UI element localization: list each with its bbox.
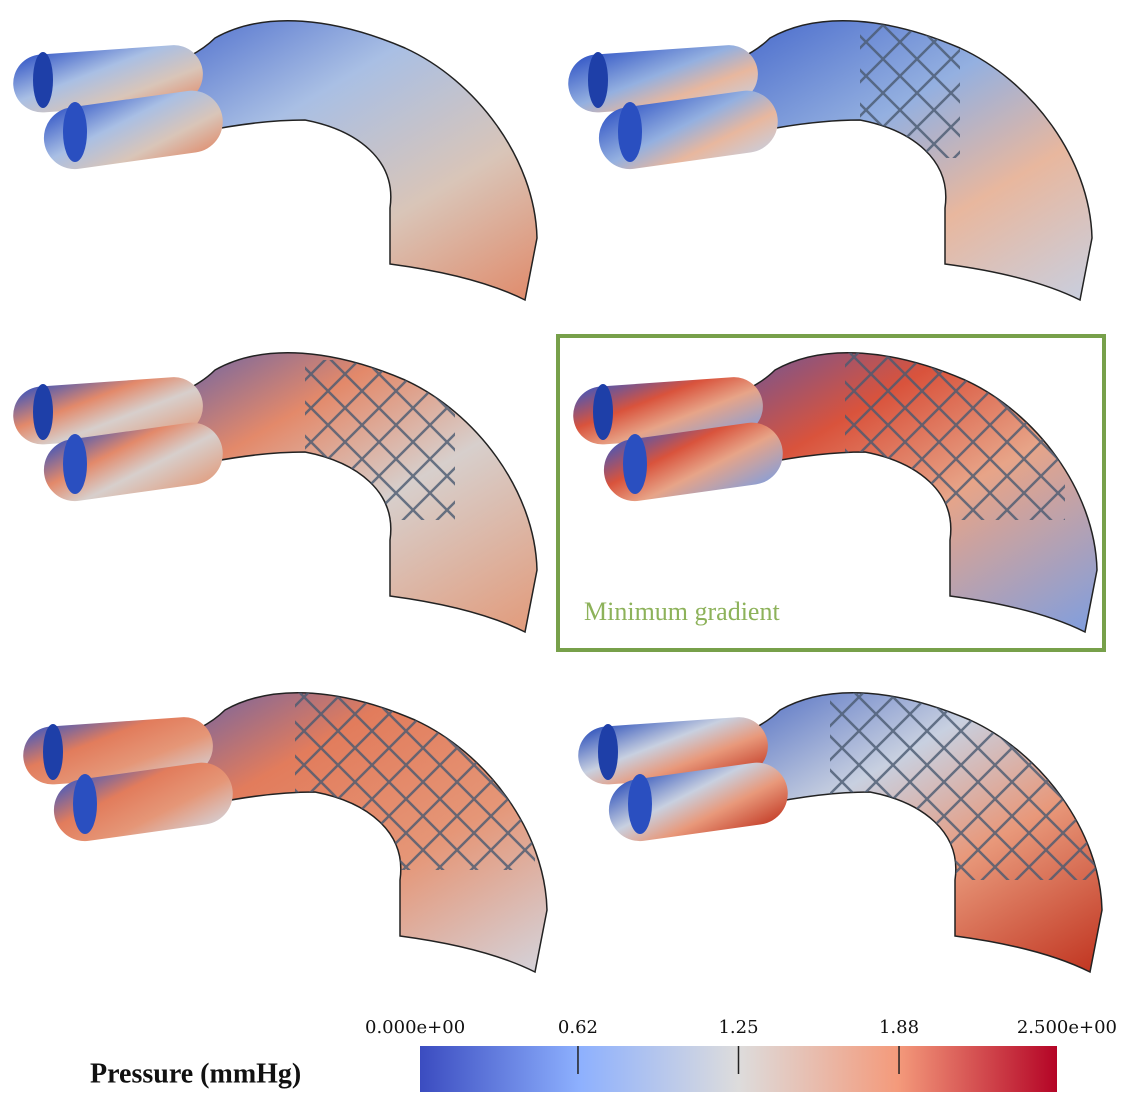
panel-3 [11, 353, 537, 632]
highlight-label: Minimum gradient [584, 597, 780, 626]
tick-label: 2.500e+00 [1017, 1017, 1117, 1038]
tick-label: 1.88 [879, 1017, 919, 1038]
panel-5 [21, 680, 547, 972]
panel-6 [576, 680, 1110, 972]
panel-4 [571, 340, 1097, 632]
panel-1 [11, 21, 537, 300]
tick-label: 1.25 [718, 1017, 758, 1038]
colorbar-label: Pressure (mmHg) [90, 1058, 301, 1089]
figure: Minimum gradient Pressure (mmHg) 0.000e+… [0, 0, 1126, 1097]
panel-2 [566, 18, 1092, 300]
tick-label: 0.62 [558, 1017, 598, 1038]
tick-label: 0.000e+00 [365, 1017, 465, 1038]
